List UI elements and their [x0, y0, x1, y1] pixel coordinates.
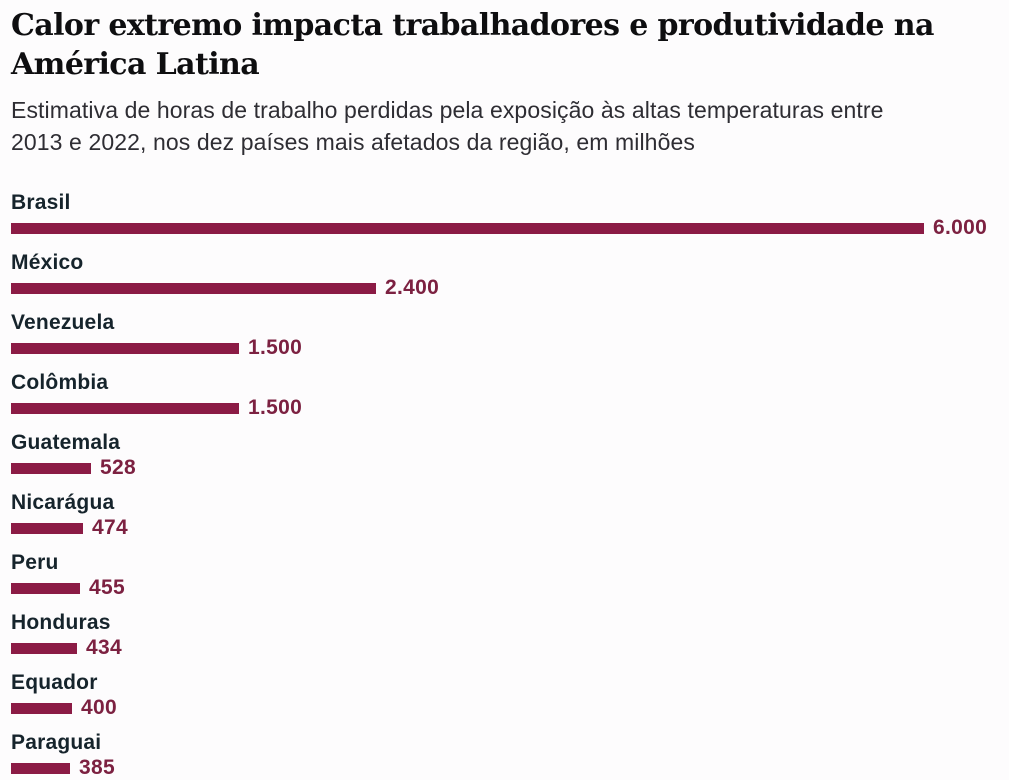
bar: [11, 282, 376, 294]
bar-row: Paraguai 385: [11, 732, 997, 780]
bar-value-label: 474: [92, 516, 128, 539]
country-label: Paraguai: [11, 731, 102, 754]
bar-value-label: 455: [89, 576, 125, 599]
bar-line: 6.000: [11, 216, 997, 240]
country-label: Brasil: [11, 191, 71, 214]
bar: [11, 522, 83, 534]
country-label: Honduras: [11, 611, 111, 634]
bar: [11, 342, 239, 354]
bar: [11, 222, 924, 234]
bar-row: Guatemala 528: [11, 432, 997, 480]
country-label: Venezuela: [11, 311, 115, 334]
bar-value-label: 1.500: [248, 336, 303, 359]
bar-line: 385: [11, 756, 997, 780]
bar-value-label: 6.000: [933, 216, 988, 239]
bar-chart: Brasil 6.000 México 2.400 Venezuela 1.50…: [11, 192, 997, 780]
bar-line: 474: [11, 516, 997, 540]
chart-title: Calor extremo impacta trabalhadores e pr…: [11, 8, 934, 82]
bar-value-label: 434: [86, 636, 122, 659]
bar-line: 528: [11, 456, 997, 480]
country-label: Peru: [11, 551, 59, 574]
country-label: México: [11, 251, 84, 274]
bar-line: 1.500: [11, 336, 997, 360]
bar-value-label: 400: [81, 696, 117, 719]
country-label: Nicarágua: [11, 491, 115, 514]
bar-line: 2.400: [11, 276, 997, 300]
bar-line: 400: [11, 696, 997, 720]
country-label: Guatemala: [11, 431, 121, 454]
bar-row: México 2.400: [11, 252, 997, 300]
bar-value-label: 2.400: [385, 276, 440, 299]
bar-row: Equador 400: [11, 672, 997, 720]
bar-row: Venezuela 1.500: [11, 312, 997, 360]
bar: [11, 462, 91, 474]
bar-row: Brasil 6.000: [11, 192, 997, 240]
chart-subtitle: Estimativa de horas de trabalho perdidas…: [11, 97, 884, 155]
bar-row: Peru 455: [11, 552, 997, 600]
bar-line: 434: [11, 636, 997, 660]
bar-value-label: 528: [100, 456, 136, 479]
bar-line: 455: [11, 576, 997, 600]
bar: [11, 582, 80, 594]
bar: [11, 702, 72, 714]
bar-row: Honduras 434: [11, 612, 997, 660]
country-label: Colômbia: [11, 371, 109, 394]
bar: [11, 762, 70, 774]
bar: [11, 642, 77, 654]
bar-line: 1.500: [11, 396, 997, 420]
bar-row: Colômbia 1.500: [11, 372, 997, 420]
bar-row: Nicarágua 474: [11, 492, 997, 540]
bar-value-label: 1.500: [248, 396, 303, 419]
bar-value-label: 385: [79, 756, 115, 779]
bar: [11, 402, 239, 414]
country-label: Equador: [11, 671, 98, 694]
